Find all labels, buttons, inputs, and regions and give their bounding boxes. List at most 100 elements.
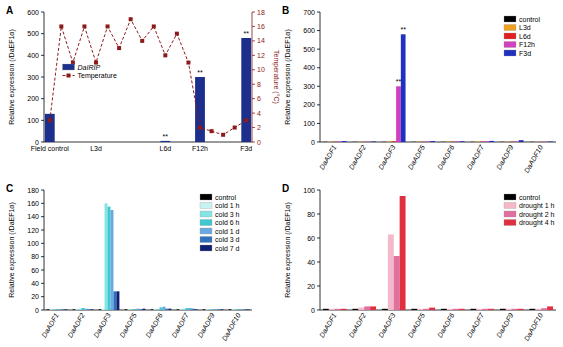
bar — [246, 309, 249, 310]
y2-tick-label: 0 — [257, 139, 261, 146]
x-tick-label: F3d — [240, 145, 252, 152]
x-tick-label: DaADF3 — [377, 144, 397, 171]
panel-label: C — [6, 183, 13, 194]
bar — [506, 309, 512, 310]
legend-label: control — [519, 194, 540, 201]
bar — [417, 309, 423, 310]
bar — [168, 309, 171, 310]
legend-swatch — [200, 237, 212, 243]
y2-tick-label: 6 — [257, 95, 261, 102]
bar — [203, 309, 206, 310]
legend-swatch — [504, 16, 516, 22]
legend-label: cold 6 h — [215, 219, 240, 226]
x-tick-label: DaADF7 — [170, 311, 190, 339]
panel-label: D — [282, 183, 289, 194]
bar — [151, 309, 154, 310]
bar — [194, 309, 197, 310]
x-tick-label: DaADF9 — [196, 312, 216, 339]
marker — [221, 133, 225, 137]
bar — [357, 141, 362, 142]
bar — [400, 196, 406, 310]
marker — [82, 24, 86, 28]
y-tick-label: 0 — [311, 307, 315, 314]
y-tick-label: 600 — [303, 27, 315, 34]
bar — [505, 141, 510, 142]
y-tick-label: 500 — [27, 30, 39, 37]
y-tick — [317, 238, 320, 239]
figure: A0100200300400500600Relative expression … — [0, 0, 563, 347]
y-axis — [320, 12, 321, 142]
y-axis-label: Relative expression (/DaEF1α) — [284, 202, 292, 297]
legend-label: F3d — [519, 50, 531, 57]
y-tick — [317, 214, 320, 215]
x-tick-label: DaADF9 — [495, 144, 515, 171]
bar — [485, 141, 490, 142]
bar — [128, 309, 131, 310]
legend-swatch — [504, 33, 516, 39]
bar — [459, 309, 465, 310]
y-tick — [317, 262, 320, 263]
bar — [450, 141, 455, 142]
bar — [512, 309, 518, 310]
y-tick — [41, 310, 44, 311]
bar — [430, 141, 435, 142]
marker — [48, 118, 52, 122]
y2-tick — [252, 26, 255, 27]
bar — [53, 309, 56, 310]
line — [50, 19, 246, 135]
bar — [229, 309, 232, 310]
legend-swatch — [200, 228, 212, 234]
legend-swatch — [504, 203, 516, 209]
y-tick — [41, 296, 44, 297]
y2-tick-label: 4 — [257, 110, 261, 117]
y2-tick — [252, 98, 255, 99]
y2-tick — [252, 40, 255, 41]
bar — [240, 309, 243, 310]
x-tick-label: DaADF9 — [495, 312, 515, 339]
bar — [332, 141, 337, 142]
x-axis — [44, 310, 252, 311]
legend-label: L3d — [519, 24, 531, 31]
y-tick-label: 20 — [31, 293, 39, 300]
y2-tick — [252, 113, 255, 114]
x-axis — [44, 142, 252, 143]
bar — [323, 141, 328, 142]
y-tick — [317, 190, 320, 191]
bar — [401, 34, 406, 142]
bar — [500, 141, 505, 142]
legend-label: cold 3 d — [215, 236, 240, 243]
bar — [509, 141, 514, 142]
bar — [529, 141, 534, 142]
x-tick-label: DaADF6 — [144, 312, 164, 339]
bar — [480, 141, 485, 142]
bar — [382, 309, 388, 310]
bar — [160, 141, 170, 142]
y-tick-label: 0 — [35, 307, 39, 314]
y-tick — [41, 190, 44, 191]
bar — [382, 141, 387, 142]
bar — [79, 309, 82, 310]
x-tick-label: DaADF5 — [407, 144, 427, 171]
y2-tick — [252, 142, 255, 143]
y2-tick — [252, 12, 255, 13]
y-tick-label: 100 — [303, 120, 315, 127]
y-tick — [41, 33, 44, 34]
bar — [453, 309, 459, 310]
legend-label: DaIRIP — [77, 64, 100, 71]
panel-label: A — [6, 5, 13, 16]
marker — [198, 126, 202, 130]
bar — [56, 309, 59, 310]
bar — [243, 309, 246, 310]
x-axis — [320, 310, 556, 311]
bar — [108, 207, 111, 310]
legend-label: drought 1 h — [519, 202, 555, 210]
bar — [329, 309, 335, 310]
y-axis-label: Relative expression (/DaEF1α) — [8, 202, 16, 297]
y-tick-label: 400 — [27, 52, 39, 59]
marker — [106, 24, 110, 28]
y-tick — [317, 142, 320, 143]
y-tick — [317, 104, 320, 105]
y-tick — [41, 120, 44, 121]
y2-axis-label: Temperature (°C) — [272, 50, 280, 104]
bar — [214, 309, 217, 310]
